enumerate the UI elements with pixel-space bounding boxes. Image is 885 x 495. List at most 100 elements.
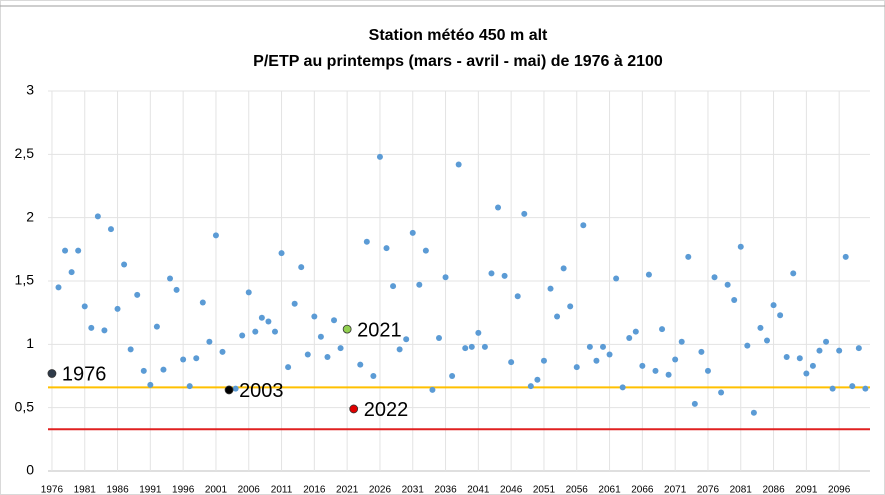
y-tick-label: 0 bbox=[26, 462, 34, 478]
x-tick-label: 2046 bbox=[500, 485, 523, 495]
data-point bbox=[783, 354, 790, 360]
data-point bbox=[718, 389, 725, 396]
data-point bbox=[206, 338, 213, 345]
data-point bbox=[55, 284, 62, 291]
y-tick-label: 0,5 bbox=[15, 398, 35, 414]
data-point bbox=[239, 332, 246, 339]
data-point bbox=[337, 345, 344, 352]
y-tick-label: 2 bbox=[26, 208, 34, 224]
data-point bbox=[554, 313, 561, 320]
data-point bbox=[567, 303, 574, 310]
data-point bbox=[521, 210, 528, 217]
data-point bbox=[659, 326, 666, 333]
data-point bbox=[711, 274, 718, 281]
data-point bbox=[298, 264, 305, 271]
chart-title: Station météo 450 m alt bbox=[369, 27, 548, 44]
data-point bbox=[416, 281, 423, 288]
x-tick-label: 2081 bbox=[730, 485, 753, 495]
data-point bbox=[252, 328, 259, 335]
data-point bbox=[527, 383, 534, 390]
data-point bbox=[94, 213, 101, 220]
x-tick-label: 2011 bbox=[271, 485, 293, 495]
data-point bbox=[790, 270, 797, 277]
data-point bbox=[757, 324, 764, 331]
data-point bbox=[285, 364, 292, 371]
data-point bbox=[291, 300, 298, 307]
data-point bbox=[271, 328, 278, 335]
highlight-point bbox=[224, 385, 234, 395]
data-point bbox=[317, 333, 324, 340]
data-point bbox=[278, 250, 285, 257]
data-point bbox=[383, 245, 390, 252]
data-point bbox=[823, 338, 830, 345]
data-point bbox=[855, 345, 862, 352]
data-point bbox=[442, 274, 449, 281]
data-point bbox=[724, 281, 731, 288]
data-point bbox=[127, 346, 134, 353]
data-point bbox=[632, 328, 639, 335]
data-point bbox=[678, 338, 685, 345]
data-point bbox=[652, 367, 659, 374]
x-tick-label: 2001 bbox=[205, 485, 228, 495]
x-tick-label: 1986 bbox=[106, 485, 129, 495]
chart-subtitle: P/ETP au printemps (mars - avril - mai) … bbox=[253, 53, 663, 70]
data-point bbox=[167, 275, 174, 282]
x-tick-label: 2021 bbox=[336, 485, 359, 495]
data-point bbox=[265, 318, 272, 325]
data-point bbox=[449, 373, 456, 379]
data-point bbox=[796, 355, 803, 362]
data-point bbox=[435, 335, 442, 341]
x-tick-label: 1976 bbox=[41, 485, 64, 495]
data-point bbox=[134, 291, 141, 298]
highlight-point bbox=[47, 369, 57, 378]
data-point bbox=[376, 153, 383, 160]
x-tick-label: 2076 bbox=[697, 485, 720, 495]
data-point bbox=[685, 253, 692, 260]
data-point bbox=[809, 362, 816, 369]
data-point bbox=[232, 385, 239, 392]
data-point bbox=[199, 299, 206, 306]
y-tick-label: 1 bbox=[26, 335, 34, 351]
data-point bbox=[121, 261, 128, 268]
data-point bbox=[829, 385, 836, 392]
x-tick-label: 2031 bbox=[402, 485, 425, 495]
data-point bbox=[409, 229, 416, 236]
x-tick-label: 2056 bbox=[566, 485, 589, 495]
data-point bbox=[862, 385, 869, 392]
data-point bbox=[764, 337, 771, 344]
data-point bbox=[212, 232, 219, 239]
data-point bbox=[672, 356, 679, 363]
data-point bbox=[770, 302, 777, 309]
data-point bbox=[691, 400, 698, 407]
data-point bbox=[495, 204, 502, 211]
data-point bbox=[619, 384, 626, 391]
data-point bbox=[370, 373, 377, 379]
data-point bbox=[508, 359, 515, 366]
x-tick-label: 2061 bbox=[598, 485, 621, 495]
data-point bbox=[304, 351, 311, 358]
data-point bbox=[147, 381, 154, 388]
data-point bbox=[363, 238, 370, 245]
data-point bbox=[68, 269, 75, 276]
x-tick-label: 2086 bbox=[762, 485, 785, 495]
data-point bbox=[422, 247, 429, 254]
y-tick-label: 1,5 bbox=[15, 272, 35, 288]
highlight-point bbox=[342, 324, 352, 334]
data-point bbox=[744, 342, 751, 349]
data-point bbox=[140, 367, 147, 374]
data-point bbox=[573, 364, 580, 371]
data-point bbox=[547, 285, 554, 292]
data-point bbox=[114, 305, 121, 312]
data-point bbox=[560, 265, 567, 272]
data-point bbox=[593, 357, 600, 364]
data-point bbox=[462, 345, 469, 352]
data-point bbox=[396, 346, 403, 353]
data-point bbox=[219, 348, 226, 355]
data-point bbox=[731, 297, 738, 303]
data-point bbox=[403, 336, 410, 343]
data-point bbox=[842, 253, 849, 260]
data-point bbox=[580, 222, 587, 229]
data-point bbox=[81, 303, 88, 310]
